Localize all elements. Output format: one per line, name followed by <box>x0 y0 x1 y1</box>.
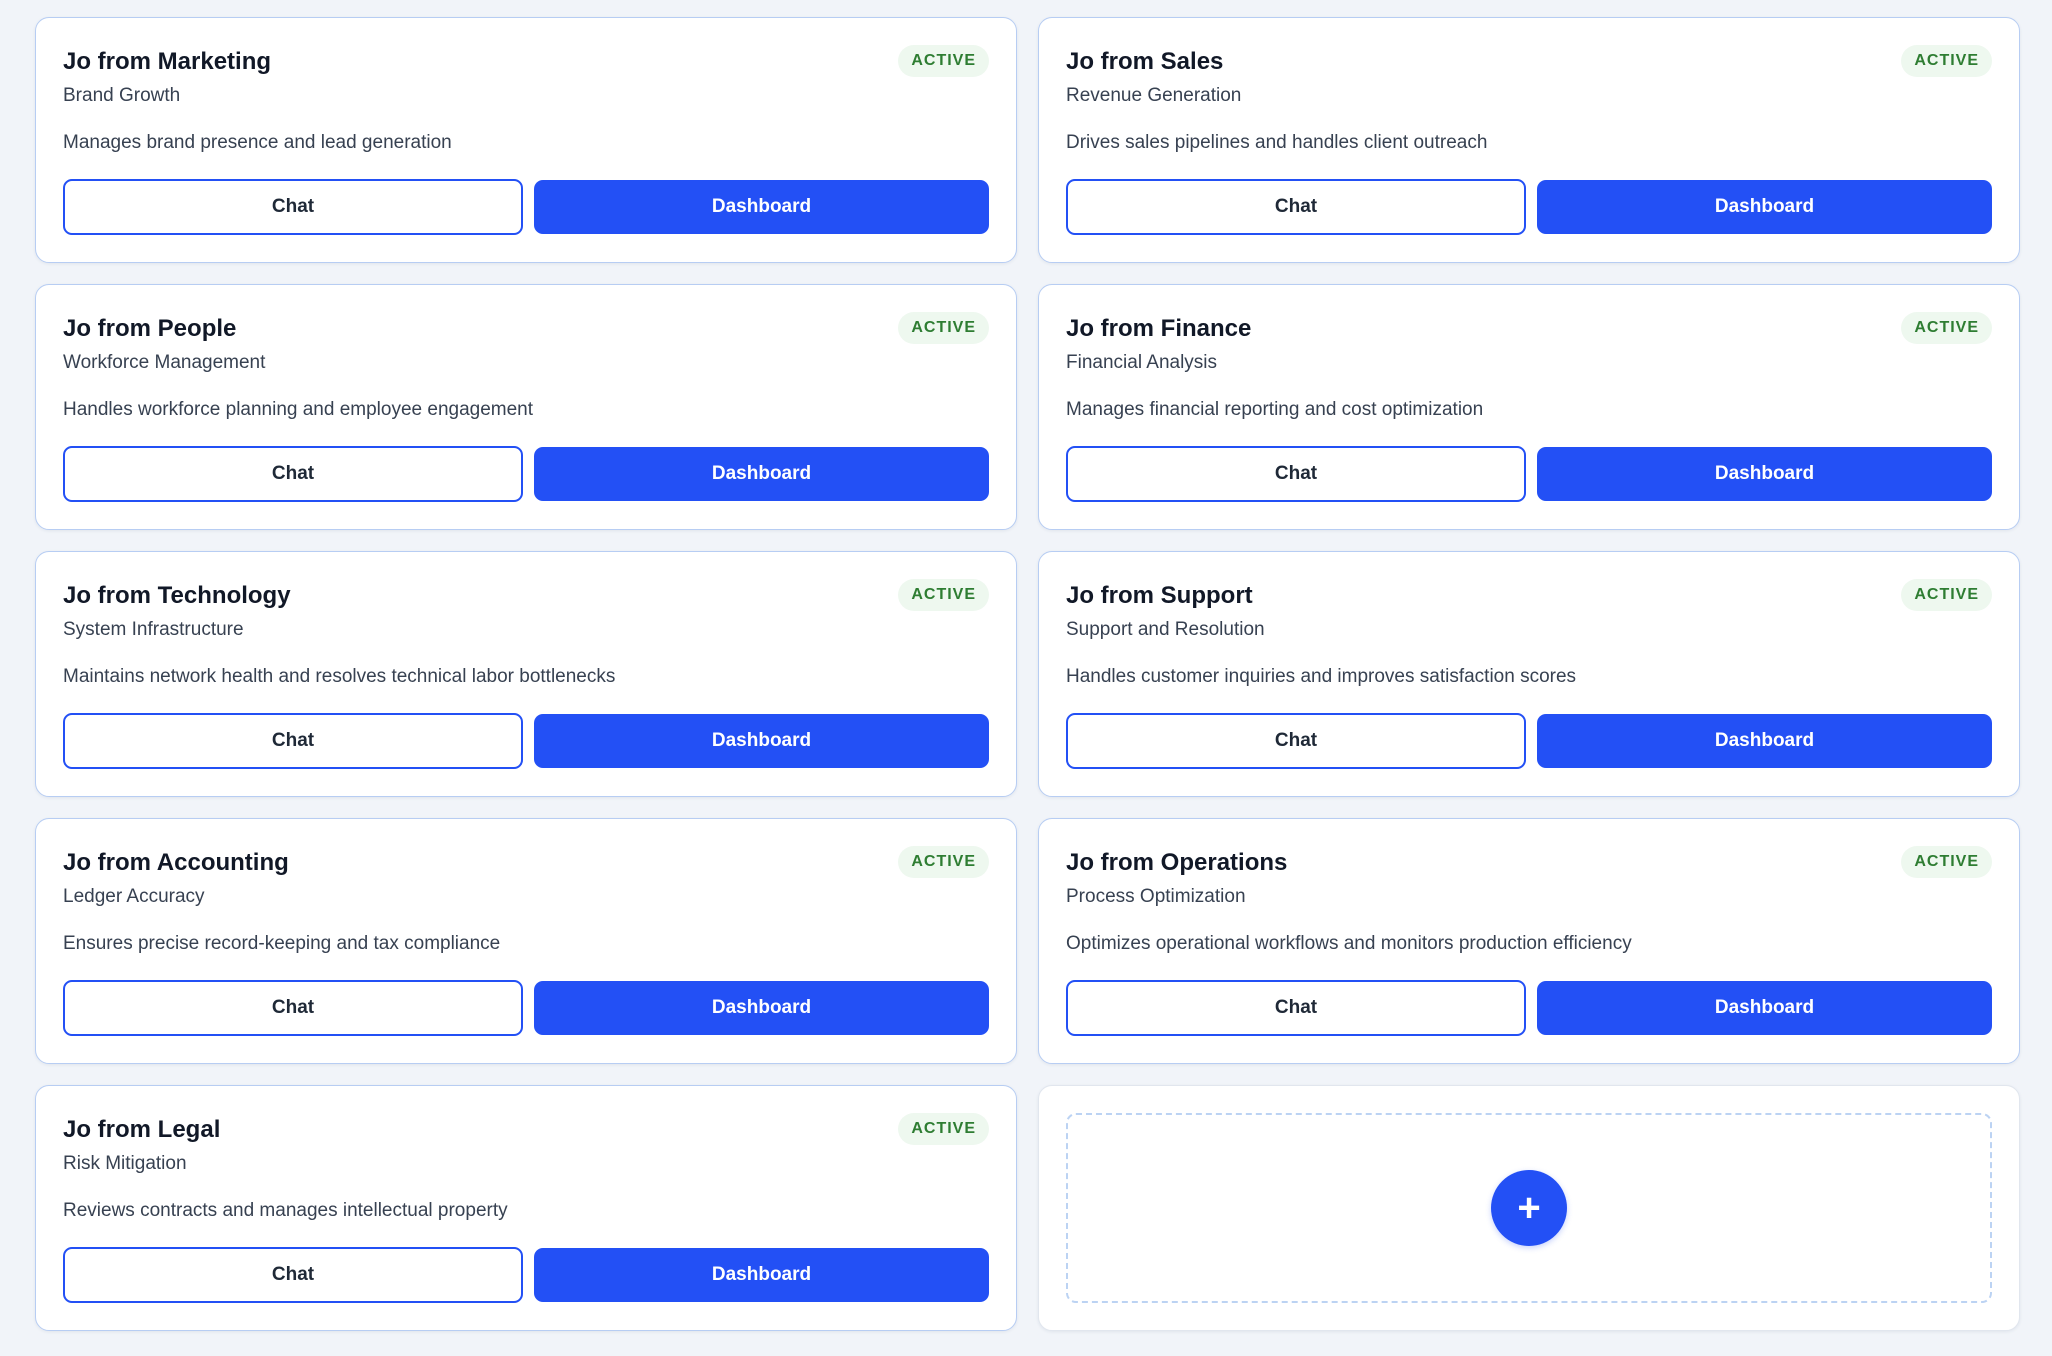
dashboard-button[interactable]: Dashboard <box>534 180 989 234</box>
agent-card: Jo from Operations Process Optimization … <box>1038 818 2020 1064</box>
status-badge: ACTIVE <box>898 312 989 344</box>
agent-subtitle: Ledger Accuracy <box>63 886 205 907</box>
dashboard-button[interactable]: Dashboard <box>534 447 989 501</box>
chat-button[interactable]: Chat <box>63 179 523 235</box>
agent-description: Manages financial reporting and cost opt… <box>1066 399 1484 420</box>
status-badge: ACTIVE <box>1901 579 1992 611</box>
dashboard-button[interactable]: Dashboard <box>1537 180 1992 234</box>
agent-description: Manages brand presence and lead generati… <box>63 132 452 153</box>
agent-title: Jo from Legal <box>63 1116 221 1143</box>
agent-title: Jo from Marketing <box>63 48 272 75</box>
agent-description: Maintains network health and resolves te… <box>63 666 616 687</box>
agent-description: Reviews contracts and manages intellectu… <box>63 1200 508 1221</box>
agent-card: Jo from Sales Revenue Generation Drives … <box>1038 17 2020 263</box>
add-agent-dropzone[interactable]: + <box>1066 1113 1992 1303</box>
dashboard-button[interactable]: Dashboard <box>1537 981 1992 1035</box>
agent-description: Handles customer inquiries and improves … <box>1066 666 1577 687</box>
chat-button[interactable]: Chat <box>63 446 523 502</box>
agent-card: Jo from Technology System Infrastructure… <box>35 551 1017 797</box>
status-badge: ACTIVE <box>898 579 989 611</box>
chat-button[interactable]: Chat <box>63 1247 523 1303</box>
agent-card: Jo from Marketing Brand Growth Manages b… <box>35 17 1017 263</box>
agent-grid: Jo from Marketing Brand Growth Manages b… <box>35 17 2020 1331</box>
plus-icon: + <box>1517 1185 1541 1230</box>
agent-subtitle: Revenue Generation <box>1066 85 1242 106</box>
agent-title: Jo from People <box>63 315 237 342</box>
agent-title: Jo from Technology <box>63 582 291 609</box>
chat-button[interactable]: Chat <box>1066 446 1526 502</box>
agent-subtitle: System Infrastructure <box>63 619 244 640</box>
agent-card: Jo from Accounting Ledger Accuracy Ensur… <box>35 818 1017 1064</box>
agent-title: Jo from Sales <box>1066 48 1224 75</box>
dashboard-button[interactable]: Dashboard <box>1537 447 1992 501</box>
add-agent-button[interactable]: + <box>1491 1170 1567 1246</box>
agent-card: Jo from Support Support and Resolution H… <box>1038 551 2020 797</box>
agent-card: Jo from Legal Risk Mitigation Reviews co… <box>35 1085 1017 1331</box>
dashboard-button[interactable]: Dashboard <box>534 1248 989 1302</box>
dashboard-button[interactable]: Dashboard <box>534 714 989 768</box>
status-badge: ACTIVE <box>1901 45 1992 77</box>
agent-subtitle: Brand Growth <box>63 85 181 106</box>
chat-button[interactable]: Chat <box>63 980 523 1036</box>
status-badge: ACTIVE <box>898 846 989 878</box>
agent-description: Ensures precise record-keeping and tax c… <box>63 933 501 954</box>
agent-card: Jo from People Workforce Management Hand… <box>35 284 1017 530</box>
agent-subtitle: Risk Mitigation <box>63 1153 187 1174</box>
add-agent-card: + <box>1038 1085 2020 1331</box>
agent-description: Handles workforce planning and employee … <box>63 399 534 420</box>
agent-subtitle: Process Optimization <box>1066 886 1246 907</box>
agent-description: Drives sales pipelines and handles clien… <box>1066 132 1488 153</box>
dashboard-button[interactable]: Dashboard <box>1537 714 1992 768</box>
agent-description: Optimizes operational workflows and moni… <box>1066 933 1632 954</box>
status-badge: ACTIVE <box>898 45 989 77</box>
agent-title: Jo from Finance <box>1066 315 1252 342</box>
chat-button[interactable]: Chat <box>1066 713 1526 769</box>
status-badge: ACTIVE <box>898 1113 989 1145</box>
agent-card: Jo from Finance Financial Analysis Manag… <box>1038 284 2020 530</box>
agent-subtitle: Financial Analysis <box>1066 352 1218 373</box>
chat-button[interactable]: Chat <box>63 713 523 769</box>
agent-subtitle: Support and Resolution <box>1066 619 1265 640</box>
status-badge: ACTIVE <box>1901 846 1992 878</box>
agent-subtitle: Workforce Management <box>63 352 266 373</box>
dashboard-button[interactable]: Dashboard <box>534 981 989 1035</box>
chat-button[interactable]: Chat <box>1066 179 1526 235</box>
chat-button[interactable]: Chat <box>1066 980 1526 1036</box>
agent-title: Jo from Operations <box>1066 849 1288 876</box>
agent-title: Jo from Support <box>1066 582 1253 609</box>
status-badge: ACTIVE <box>1901 312 1992 344</box>
agent-title: Jo from Accounting <box>63 849 289 876</box>
